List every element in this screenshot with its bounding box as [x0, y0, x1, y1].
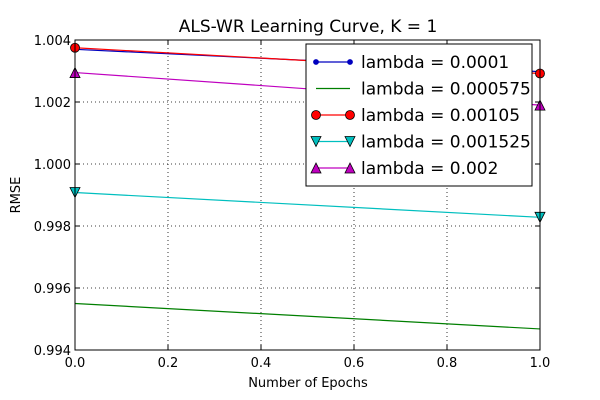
triangle-up-marker [344, 162, 356, 174]
legend-label: lambda = 0.0001 [361, 53, 509, 73]
triangle-up-marker [310, 162, 322, 174]
dot-marker [347, 59, 353, 65]
x-tick-label: 0.8 [437, 356, 458, 371]
legend-entry: lambda = 0.00105 [311, 106, 520, 126]
x-tick-label: 0.2 [158, 356, 179, 371]
triangle-down-marker [310, 136, 322, 148]
series-line [74, 302, 541, 330]
y-tick-label: 0.998 [34, 220, 71, 235]
legend-entry: lambda = 0.002 [310, 159, 498, 179]
series-4 [69, 187, 546, 224]
legend-entry: lambda = 0.001525 [310, 133, 531, 153]
legend-entry: lambda = 0.000575 [316, 80, 531, 100]
legend-label: lambda = 0.000575 [361, 80, 531, 100]
y-tick-label: 0.996 [34, 282, 71, 297]
y-tick-label: 0.994 [34, 344, 71, 359]
y-tick-label: 1.004 [34, 34, 71, 49]
circle-marker [311, 110, 321, 120]
chart-title: ALS-WR Learning Curve, K = 1 [179, 17, 438, 37]
plot-frame [74, 39, 541, 351]
x-tick-label: 0.4 [251, 356, 272, 371]
circle-marker [345, 110, 355, 120]
x-tick-label: 0.6 [344, 356, 365, 371]
x-tick-label: 1.0 [530, 356, 551, 371]
y-axis-label: RMSE [9, 177, 24, 214]
y-tick-label: 1.002 [34, 96, 71, 111]
dot-marker [313, 59, 319, 65]
series-2 [74, 302, 541, 330]
legend: lambda = 0.0001 lambda = 0.000575 lambda =… [305, 43, 533, 187]
legend-entry: lambda = 0.0001 [313, 53, 509, 73]
legend-label: lambda = 0.00105 [361, 106, 520, 126]
triangle-down-marker [344, 136, 356, 148]
x-axis-label: Number of Epochs [248, 376, 368, 391]
axes-frame [74, 39, 541, 351]
tick-marks: 0.0 0.2 0.4 0.6 0.8 1.0 0.994 0.996 0.998 1.000 1.… [34, 34, 551, 371]
series-line [74, 191, 541, 218]
legend-label: lambda = 0.001525 [361, 133, 531, 153]
x-tick-label: 0.0 [65, 356, 86, 371]
y-tick-label: 1.000 [34, 158, 71, 173]
legend-label: lambda = 0.002 [361, 159, 498, 179]
